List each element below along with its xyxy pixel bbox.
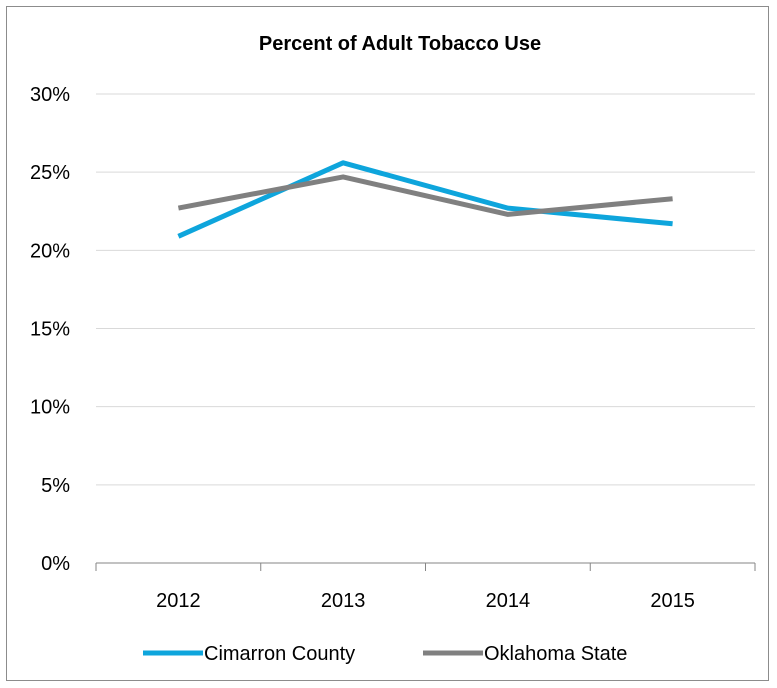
axes: 0% 5% 10% 15% 20% 25% 30% 2012 2013 2014 2015 [30,84,756,612]
y-tick-label: 20% [30,240,70,262]
y-tick-label: 10% [30,397,70,419]
x-tick-label: 2015 [650,590,695,612]
gridlines [96,93,755,486]
series-lines [177,160,673,239]
legend-label: Oklahoma State [484,643,627,665]
y-tick-label: 15% [30,319,70,341]
legend-label: Cimarron County [204,643,355,665]
chart-frame [6,6,769,681]
x-tick-label: 2012 [156,590,201,612]
y-tick-label: 5% [41,475,70,497]
x-tick-label: 2013 [321,590,366,612]
legend: Cimarron County Oklahoma State [143,643,627,665]
chart-title: Percent of Adult Tobacco Use [259,33,541,55]
series-line-cimarron-county [177,160,673,239]
y-tick-label: 0% [41,553,70,575]
x-tick-label: 2014 [486,590,531,612]
y-tick-label: 30% [30,84,70,106]
series-line-oklahoma-state [177,174,673,217]
y-tick-label: 25% [30,162,70,184]
